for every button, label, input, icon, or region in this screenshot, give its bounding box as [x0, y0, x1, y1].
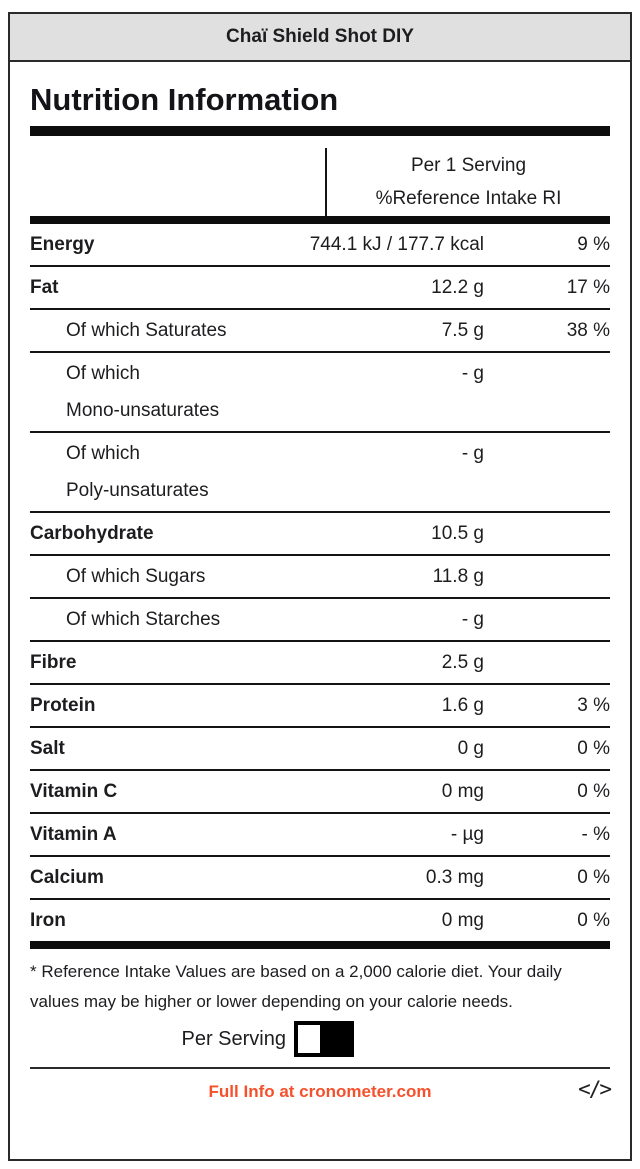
table-row: Protein 1.6 g 3 % — [30, 684, 610, 727]
nutrient-name: Vitamin A — [30, 813, 298, 856]
nutrient-amount: 10.5 g — [431, 523, 484, 544]
table-row: Of which Mono-unsaturates - g — [30, 352, 610, 432]
divider-thick-top — [30, 126, 610, 136]
nutrient-amount: - g — [461, 363, 484, 384]
nutrient-name-line: Of which Saturates — [66, 320, 227, 341]
table-row: Of which Saturates 7.5 g 38 % — [30, 309, 610, 352]
nutrient-percent-ri — [484, 352, 610, 432]
table-row: Vitamin C 0 mg 0 % — [30, 770, 610, 813]
nutrient-name: Fat — [30, 266, 298, 309]
nutrient-amount: 7.5 g — [441, 320, 484, 341]
nutrient-amount: 0.3 mg — [425, 867, 484, 888]
nutrient-name: Protein — [30, 684, 298, 727]
column-header-line1: Per 1 Serving — [410, 155, 527, 176]
nutrient-amount: 11.8 g — [432, 566, 484, 587]
table-row: Iron 0 mg 0 % — [30, 899, 610, 941]
nutrient-percent-ri: 9 % — [577, 234, 610, 255]
per-serving-row: Per Serving — [30, 1019, 610, 1059]
table-row: Energy 744.1 kJ / 177.7 kcal 9 % — [30, 224, 610, 266]
nutrient-name: Of which Starches — [30, 598, 298, 641]
nutrient-name-line: Of which Sugars — [66, 566, 206, 587]
nutrient-name: Fibre — [30, 641, 298, 684]
nutrient-percent-ri: 0 % — [577, 781, 610, 802]
nutrient-name-line: Calcium — [30, 867, 104, 888]
nutrient-name: Iron — [30, 899, 298, 941]
nutrient-amount: - µg — [450, 824, 484, 845]
nutrient-name: Of which Mono-unsaturates — [30, 352, 298, 432]
nutrient-name-line: Fat — [30, 277, 59, 298]
nutrient-percent-ri: 0 % — [577, 910, 610, 931]
nutrient-amount: 1.6 g — [441, 695, 484, 716]
nutrition-table-body: Energy 744.1 kJ / 177.7 kcal 9 % Fat 12.2 g 1… — [30, 224, 610, 941]
table-row: Of which Poly-unsaturates - g — [30, 432, 610, 512]
table-row: Salt 0 g 0 % — [30, 727, 610, 770]
embed-code-icon[interactable]: </> — [578, 1077, 612, 1101]
nutrient-name-line: Salt — [30, 738, 65, 759]
nutrient-percent-ri: 38 % — [566, 320, 610, 341]
nutrition-table: Energy 744.1 kJ / 177.7 kcal 9 % Fat 12.2 g 1… — [30, 224, 610, 941]
nutrient-name-line: Protein — [30, 695, 96, 716]
nutrient-name: Energy — [30, 224, 298, 266]
table-row: Fat 12.2 g 17 % — [30, 266, 610, 309]
nutrient-name-line: Energy — [30, 234, 95, 255]
table-row: Carbohydrate 10.5 g — [30, 512, 610, 555]
nutrient-percent-ri: - % — [581, 824, 611, 845]
nutrient-name: Of which Saturates — [30, 309, 298, 352]
nutrient-percent-ri — [484, 512, 610, 555]
nutrient-name-line: Carbohydrate — [30, 523, 154, 544]
nutrition-label-panel: Chaï Shield Shot DIY Nutrition Informati… — [8, 12, 632, 1161]
table-row: Of which Starches - g — [30, 598, 610, 641]
table-row: Calcium 0.3 mg 0 % — [30, 856, 610, 899]
column-header-cell: Per 1 Serving %Reference Intake RI — [325, 148, 610, 216]
table-row: Fibre 2.5 g — [30, 641, 610, 684]
nutrient-amount: 0 g — [457, 738, 484, 759]
nutrient-name-line: Of which — [66, 363, 140, 384]
table-row: Of which Sugars 11.8 g — [30, 555, 610, 598]
nutrient-name: Salt — [30, 727, 298, 770]
per-serving-toggle[interactable] — [294, 1021, 354, 1057]
nutrient-percent-ri: 3 % — [577, 695, 610, 716]
nutrient-name: Of which Poly-unsaturates — [30, 432, 298, 512]
divider-thick-header — [30, 216, 610, 224]
nutrient-percent-ri — [484, 555, 610, 598]
per-serving-label: Per Serving — [181, 1027, 287, 1050]
nutrient-name: Vitamin C — [30, 770, 298, 813]
nutrient-amount: 744.1 kJ / 177.7 kcal — [309, 234, 484, 255]
nutrient-name-line: Vitamin C — [30, 781, 118, 802]
nutrient-name-line: Iron — [30, 910, 66, 931]
nutrient-name: Carbohydrate — [30, 512, 298, 555]
page-title: Nutrition Information — [30, 82, 339, 117]
nutrient-amount: 2.5 g — [441, 652, 484, 673]
nutrient-amount: - g — [461, 609, 484, 630]
nutrient-amount: 12.2 g — [431, 277, 484, 298]
nutrient-name-line: Of which Starches — [66, 609, 221, 630]
nutrient-percent-ri: 0 % — [577, 738, 610, 759]
recipe-title: Chaï Shield Shot DIY — [226, 26, 414, 47]
column-header-spacer — [30, 148, 325, 216]
nutrient-name: Calcium — [30, 856, 298, 899]
nutrient-name-line: Poly-unsaturates — [66, 480, 209, 501]
column-header-line2: %Reference Intake RI — [375, 188, 562, 209]
nutrient-amount: 0 mg — [441, 781, 484, 802]
cronometer-link[interactable]: Full Info at cronometer.com — [208, 1082, 432, 1101]
nutrient-percent-ri: 17 % — [566, 277, 610, 298]
recipe-title-bar: Chaï Shield Shot DIY — [10, 14, 630, 62]
nutrient-percent-ri: 0 % — [577, 867, 610, 888]
toggle-knob — [298, 1025, 320, 1053]
column-header-row: Per 1 Serving %Reference Intake RI — [30, 148, 610, 216]
nutrient-percent-ri — [484, 432, 610, 512]
nutrient-name: Of which Sugars — [30, 555, 298, 598]
nutrient-name-line: Vitamin A — [30, 824, 117, 845]
nutrient-percent-ri — [484, 598, 610, 641]
nutrient-name-line: Mono-unsaturates — [66, 400, 220, 421]
reference-intake-footnote: * Reference Intake Values are based on a… — [30, 962, 562, 1011]
table-row: Vitamin A - µg - % — [30, 813, 610, 856]
divider-thick-bottom — [30, 941, 610, 949]
nutrient-name-line: Fibre — [30, 652, 77, 673]
nutrient-name-line: Of which — [66, 443, 140, 464]
nutrient-percent-ri — [484, 641, 610, 684]
label-footer: Full Info at cronometer.com </> — [30, 1067, 612, 1117]
nutrient-amount: 0 mg — [441, 910, 484, 931]
nutrient-amount: - g — [461, 443, 484, 464]
